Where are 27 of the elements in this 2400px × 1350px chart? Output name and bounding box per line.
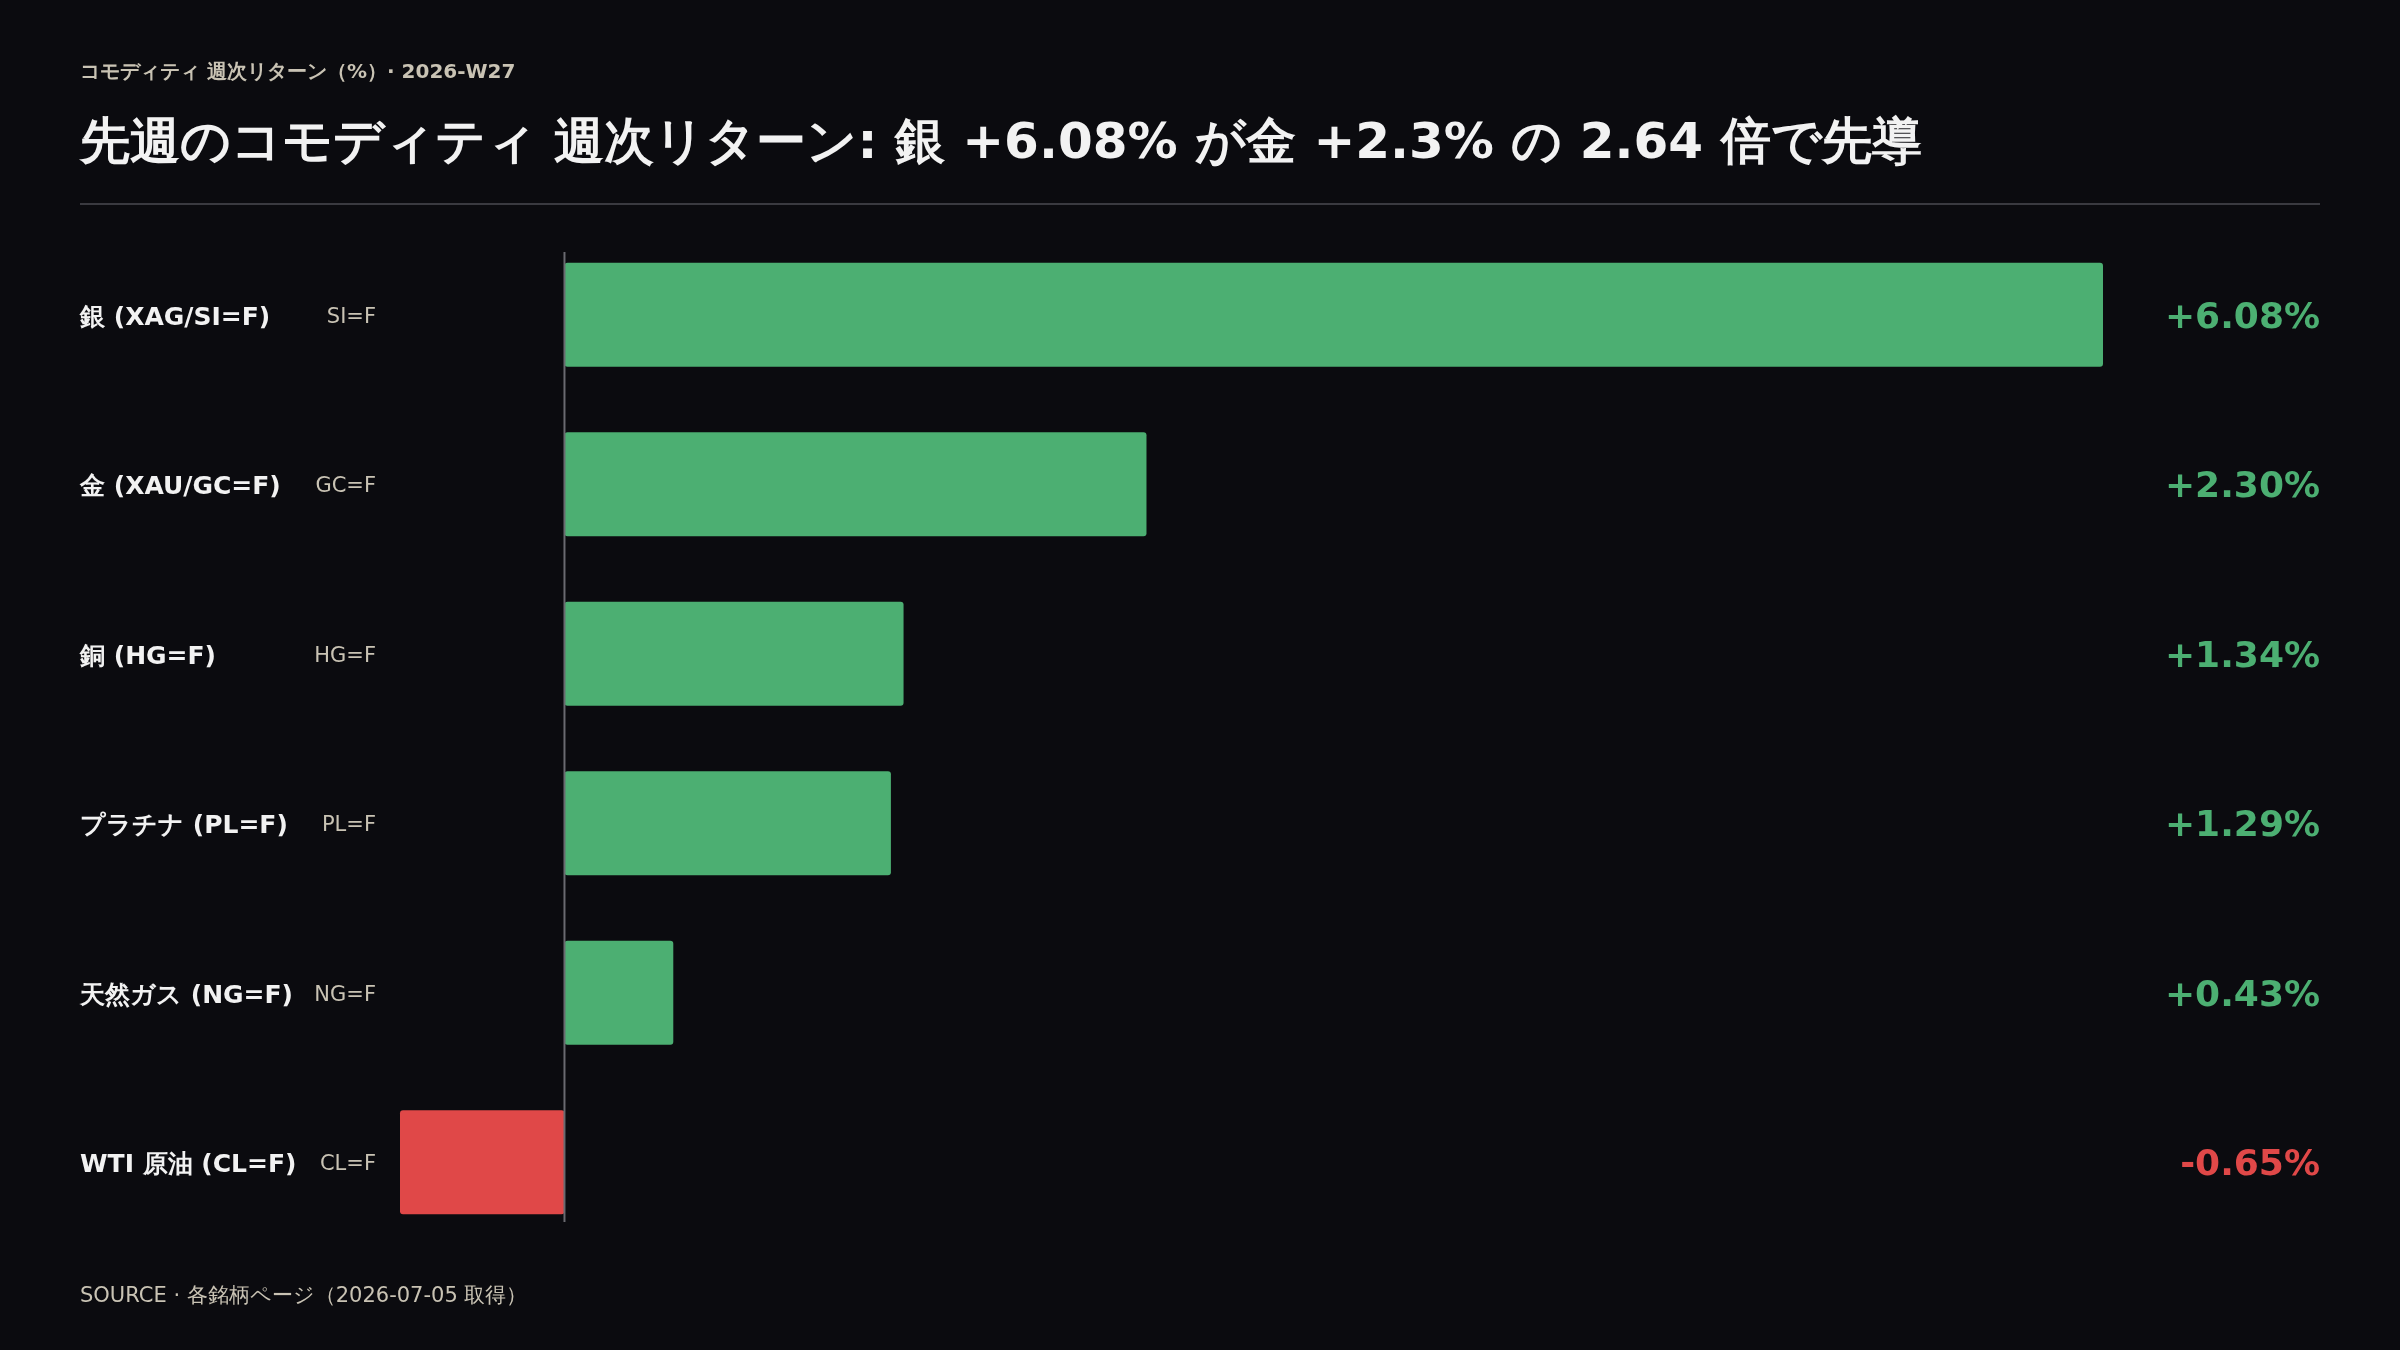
data-label: +0.43% [2164,972,2320,1014]
text: SI=F [326,303,376,328]
bar [564,262,2103,367]
text: PL=F [321,812,376,837]
y-tick-label: 銀 (XAG/SI=F) [79,301,271,331]
chart-subtitle: コモディティ 週次リターン（%）· 2026-W27 [80,59,516,83]
data-label: +6.08% [2164,294,2320,336]
y-tick-label: 銅 (HG=F) [79,640,217,670]
chart-title: 先週のコモディティ 週次リターン: 銀 +6.08% が金 +2.3% の 2.64 倍で先導 [79,112,1922,170]
data-label: +1.34% [2164,633,2320,675]
bar [564,601,904,706]
text: NG=F [314,981,376,1006]
y-tick-label: WTI 原油 (CL=F) [80,1149,297,1179]
y-tick-label: プラチナ (PL=F) [80,810,288,840]
y-tick-label: 天然ガス (NG=F) [79,979,294,1009]
data-label: +1.29% [2164,803,2320,845]
y-tick-label: 金 (XAU/GC=F) [79,471,281,501]
text: CL=F [319,1151,376,1176]
bar [564,771,891,876]
bar [400,1110,565,1215]
data-label: +2.30% [2164,464,2320,506]
bar [564,432,1147,537]
bar [564,940,674,1045]
text: HG=F [314,642,376,667]
text: GC=F [315,473,376,498]
data-label: -0.65% [2180,1142,2320,1184]
source-note: SOURCE · 各銘柄ページ（2026-07-05 取得） [80,1283,528,1307]
